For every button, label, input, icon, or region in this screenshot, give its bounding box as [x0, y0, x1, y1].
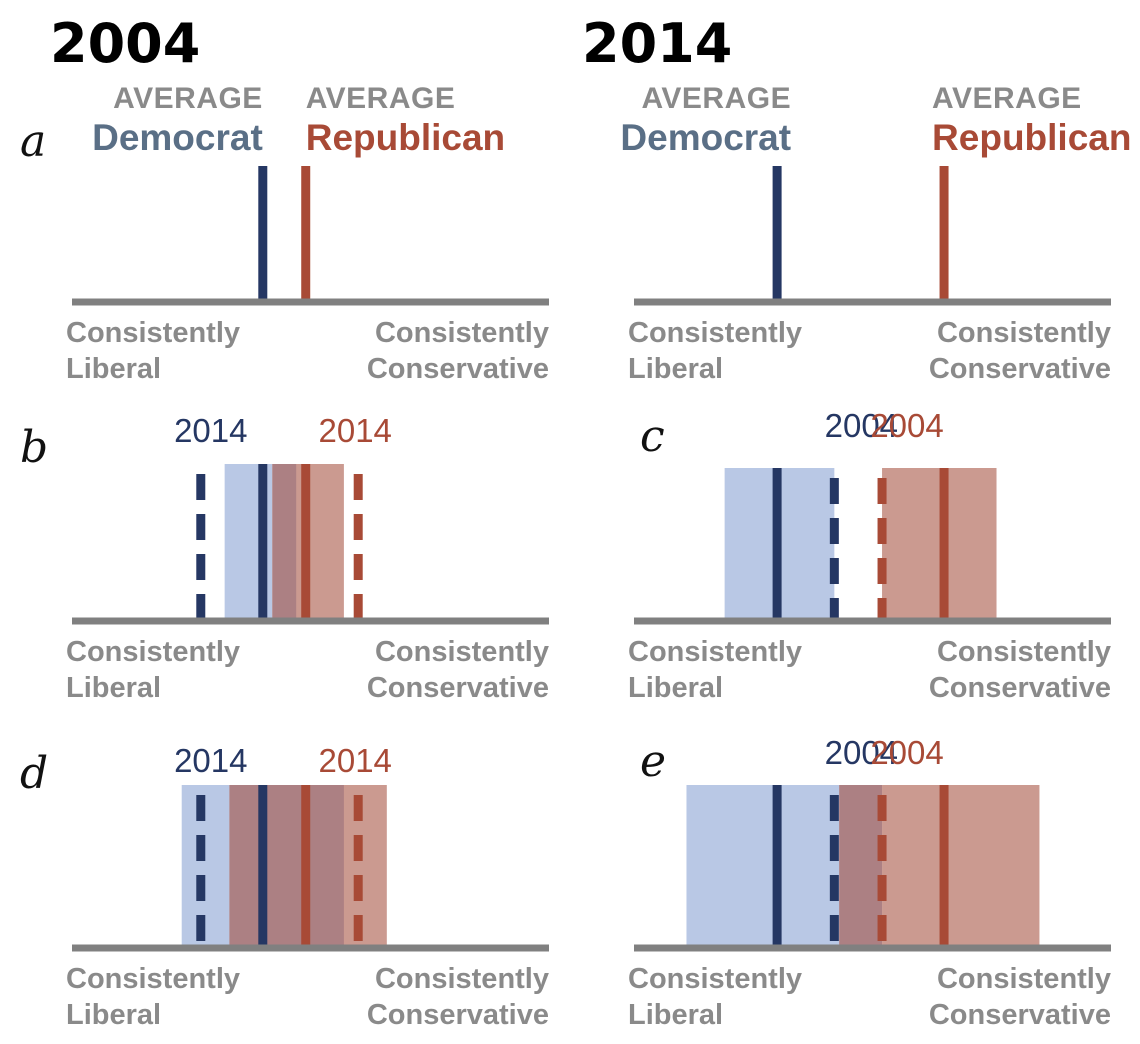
axis-label-left-line2: Liberal	[66, 672, 161, 704]
panel-d: Consistently Liberal Consistently Conservat…	[20, 742, 549, 1031]
year-title-2004: 2004	[50, 12, 200, 75]
average-label-democrat: AVERAGE	[641, 82, 791, 115]
overlap-range	[272, 464, 297, 621]
panel-b: Consistently Liberal Consistently Conservat…	[20, 412, 549, 704]
panel-letter-e: e	[640, 736, 666, 787]
axis-label-right-line1: Consistently	[937, 963, 1111, 995]
democrat-year-tag: 2004	[825, 734, 898, 771]
panel-a2: Consistently Liberal Consistently Conservat…	[620, 82, 1131, 385]
axis-label-left-line1: Consistently	[628, 636, 802, 668]
axis-label-right-line2: Conservative	[367, 353, 549, 385]
republican-year-tag: 2014	[318, 412, 391, 449]
republican-range	[882, 468, 997, 621]
democrat-range	[181, 785, 230, 948]
republican-range	[882, 785, 1040, 948]
panel-letter-a: a	[20, 116, 46, 167]
panel-e: Consistently Liberal Consistently Conservat…	[628, 734, 1111, 1031]
axis-label-left-line2: Liberal	[628, 999, 723, 1031]
axis-label-right-line1: Consistently	[937, 317, 1111, 349]
democrat-label: Democrat	[92, 117, 263, 158]
panel-c: Consistently Liberal Consistently Conservat…	[628, 407, 1111, 704]
axis-label-left-line2: Liberal	[628, 353, 723, 385]
democrat-range	[686, 785, 840, 948]
average-label-republican: AVERAGE	[932, 82, 1082, 115]
axis-label-right-line2: Conservative	[929, 999, 1111, 1031]
axis-label-left-line1: Consistently	[66, 636, 240, 668]
axis-label-left-line2: Liberal	[628, 672, 723, 704]
panels: Consistently Liberal Consistently Conservat…	[20, 82, 1131, 1031]
axis-label-right-line2: Conservative	[367, 999, 549, 1031]
axis-label-right-line1: Consistently	[375, 317, 549, 349]
axis-label-right-line1: Consistently	[937, 636, 1111, 668]
overlap-range	[839, 785, 883, 948]
overlap-range	[229, 785, 344, 948]
average-label-republican: AVERAGE	[306, 82, 456, 115]
panel-letter-b: b	[20, 422, 48, 473]
axis-label-right-line2: Conservative	[367, 672, 549, 704]
axis-label-left-line2: Liberal	[66, 353, 161, 385]
axis-label-right-line1: Consistently	[375, 963, 549, 995]
axis-label-left-line2: Liberal	[66, 999, 161, 1031]
democrat-year-tag: 2014	[174, 742, 247, 779]
axis-label-left-line1: Consistently	[628, 963, 802, 995]
republican-year-tag: 2004	[870, 407, 943, 444]
axis-label-right-line2: Conservative	[929, 672, 1111, 704]
axis-label-left-line1: Consistently	[66, 963, 240, 995]
year-title-2014: 2014	[582, 12, 732, 75]
democrat-year-tag: 2004	[825, 407, 898, 444]
axis-label-right-line2: Conservative	[929, 353, 1111, 385]
republican-label: Republican	[932, 117, 1131, 158]
axis-label-left-line1: Consistently	[66, 317, 240, 349]
axis-label-right-line1: Consistently	[375, 636, 549, 668]
axis-label-left-line1: Consistently	[628, 317, 802, 349]
republican-year-tag: 2004	[870, 734, 943, 771]
democrat-year-tag: 2014	[174, 412, 247, 449]
democrat-label: Democrat	[620, 117, 791, 158]
average-label-democrat: AVERAGE	[113, 82, 263, 115]
panel-a: Consistently Liberal Consistently Conservat…	[20, 82, 549, 385]
republican-label: Republican	[306, 117, 505, 158]
panel-letter-d: d	[20, 748, 48, 799]
republican-year-tag: 2014	[318, 742, 391, 779]
panel-letter-c: c	[640, 411, 665, 462]
